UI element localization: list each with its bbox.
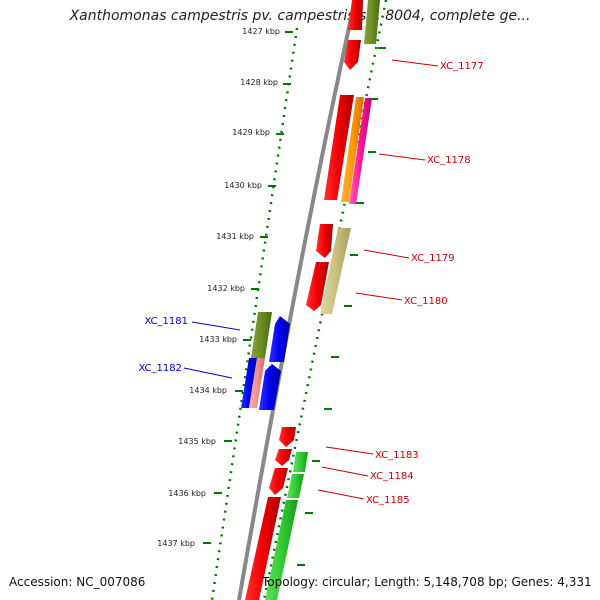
gene-label-xc1179[interactable]: XC_1179 [411,253,455,264]
gene-block[interactable] [275,449,292,466]
gene-block[interactable] [306,262,329,311]
tick-label: 1431 kbp [216,232,254,241]
tick-label: 1433 kbp [199,335,237,344]
tick-label: 1430 kbp [224,181,262,190]
reverse-strand-guide [210,27,299,600]
gene-label-xc1180[interactable]: XC_1180 [404,296,448,307]
gene-label-xc1178[interactable]: XC_1178 [427,155,471,166]
label-connector [317,489,365,500]
gene-label-xc1184[interactable]: XC_1184 [370,471,414,482]
label-connector [183,367,233,379]
tick-label: 1436 kbp [168,489,206,498]
tick-label: 1429 kbp [232,128,270,137]
accession-text: Accession: NC_007086 [9,575,146,589]
tick-label: 1434 kbp [189,386,227,395]
gene-block[interactable] [349,98,372,204]
map-title: Xanthomonas campestris pv. campestris st… [69,8,531,24]
gene-block[interactable] [344,40,361,70]
label-connector [321,466,369,477]
gene-label-xc1185[interactable]: XC_1185 [366,495,410,506]
forward-minor-ticks [297,47,386,566]
tick-label: 1428 kbp [240,78,278,87]
gene-block[interactable] [245,497,281,600]
gene-block[interactable] [279,427,296,447]
gene-block[interactable] [341,97,364,202]
label-connector [191,321,241,331]
backbone-line [237,0,357,600]
gene-block[interactable] [269,468,288,495]
gene-block[interactable] [251,312,272,358]
gene-block[interactable] [265,500,298,600]
tick-label: 1427 kbp [242,27,280,36]
label-connector [363,249,410,259]
tick-label: 1435 kbp [178,437,216,446]
tick-label: 1437 kbp [157,539,195,548]
gene-block[interactable] [316,224,333,258]
gene-block[interactable] [287,474,304,498]
gene-block[interactable] [293,452,308,472]
gene-label-xc1177[interactable]: XC_1177 [440,61,484,72]
gene-label-xc1182[interactable]: XC_1182 [138,363,182,374]
gene-block[interactable] [241,358,257,408]
label-connector [325,446,374,455]
gene-label-xc1181[interactable]: XC_1181 [144,316,188,327]
genome-summary-text: Topology: circular; Length: 5,148,708 bp… [262,575,592,589]
gene-label-xc1183[interactable]: XC_1183 [375,450,419,461]
scale-ticks: 1427 kbp 1428 kbp 1429 kbp 1430 kbp 1431… [157,27,293,548]
label-connector [355,292,403,301]
label-connector [391,59,439,67]
gene-block[interactable] [324,95,354,200]
gene-block[interactable] [364,0,380,44]
gene-block[interactable] [320,228,351,314]
label-connector [378,153,426,161]
gene-block[interactable] [348,0,363,30]
gene-block[interactable] [259,364,281,410]
tick-label: 1432 kbp [207,284,245,293]
gene-block[interactable] [269,316,290,362]
gene-block[interactable] [249,358,265,408]
